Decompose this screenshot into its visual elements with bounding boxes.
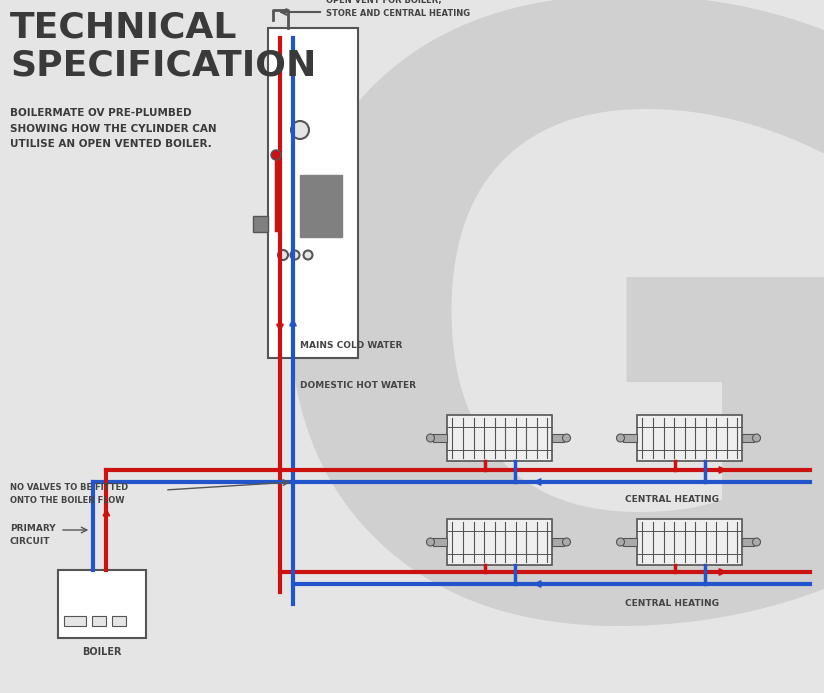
Circle shape	[563, 538, 570, 546]
Circle shape	[303, 250, 312, 259]
Bar	[624, 434, 638, 442]
Text: CENTRAL HEATING: CENTRAL HEATING	[625, 495, 719, 505]
Text: NO VALVES TO BE FITTED
ONTO THE BOILER FLOW: NO VALVES TO BE FITTED ONTO THE BOILER F…	[10, 483, 129, 505]
Text: SPECIFICATION: SPECIFICATION	[10, 48, 316, 82]
Circle shape	[291, 250, 299, 259]
Bar	[447, 415, 553, 461]
Text: CENTRAL HEATING: CENTRAL HEATING	[625, 599, 719, 608]
Bar	[553, 538, 564, 546]
Bar	[742, 538, 755, 546]
Bar	[447, 519, 553, 565]
Text: OPEN VENT FOR BOILER,
STORE AND CENTRAL HEATING: OPEN VENT FOR BOILER, STORE AND CENTRAL …	[326, 0, 471, 18]
Bar	[58, 570, 146, 638]
Circle shape	[427, 434, 434, 442]
Text: BOILER: BOILER	[82, 647, 122, 657]
Bar	[433, 434, 447, 442]
Text: PRIMARY
CIRCUIT: PRIMARY CIRCUIT	[10, 524, 56, 546]
Bar	[300, 175, 342, 237]
Bar	[433, 538, 447, 546]
Bar	[253, 216, 268, 232]
Text: G: G	[248, 0, 824, 693]
Bar	[92, 616, 106, 626]
Circle shape	[616, 538, 625, 546]
Circle shape	[278, 250, 288, 260]
Circle shape	[752, 434, 761, 442]
Text: BOILERMATE OV PRE-PLUMBED
SHOWING HOW THE CYLINDER CAN
UTILISE AN OPEN VENTED BO: BOILERMATE OV PRE-PLUMBED SHOWING HOW TH…	[10, 108, 217, 149]
Bar	[64, 616, 86, 626]
Circle shape	[563, 434, 570, 442]
Circle shape	[271, 150, 281, 160]
Text: TECHNICAL: TECHNICAL	[10, 10, 237, 44]
Circle shape	[616, 434, 625, 442]
Text: DOMESTIC HOT WATER: DOMESTIC HOT WATER	[300, 380, 416, 389]
Circle shape	[291, 121, 309, 139]
Text: MAINS COLD WATER: MAINS COLD WATER	[300, 340, 402, 349]
Bar	[624, 538, 638, 546]
Bar	[742, 434, 755, 442]
Bar	[553, 434, 564, 442]
Bar	[112, 616, 126, 626]
Bar	[638, 519, 742, 565]
Circle shape	[427, 538, 434, 546]
Bar	[268, 28, 358, 358]
Bar	[638, 415, 742, 461]
Circle shape	[752, 538, 761, 546]
